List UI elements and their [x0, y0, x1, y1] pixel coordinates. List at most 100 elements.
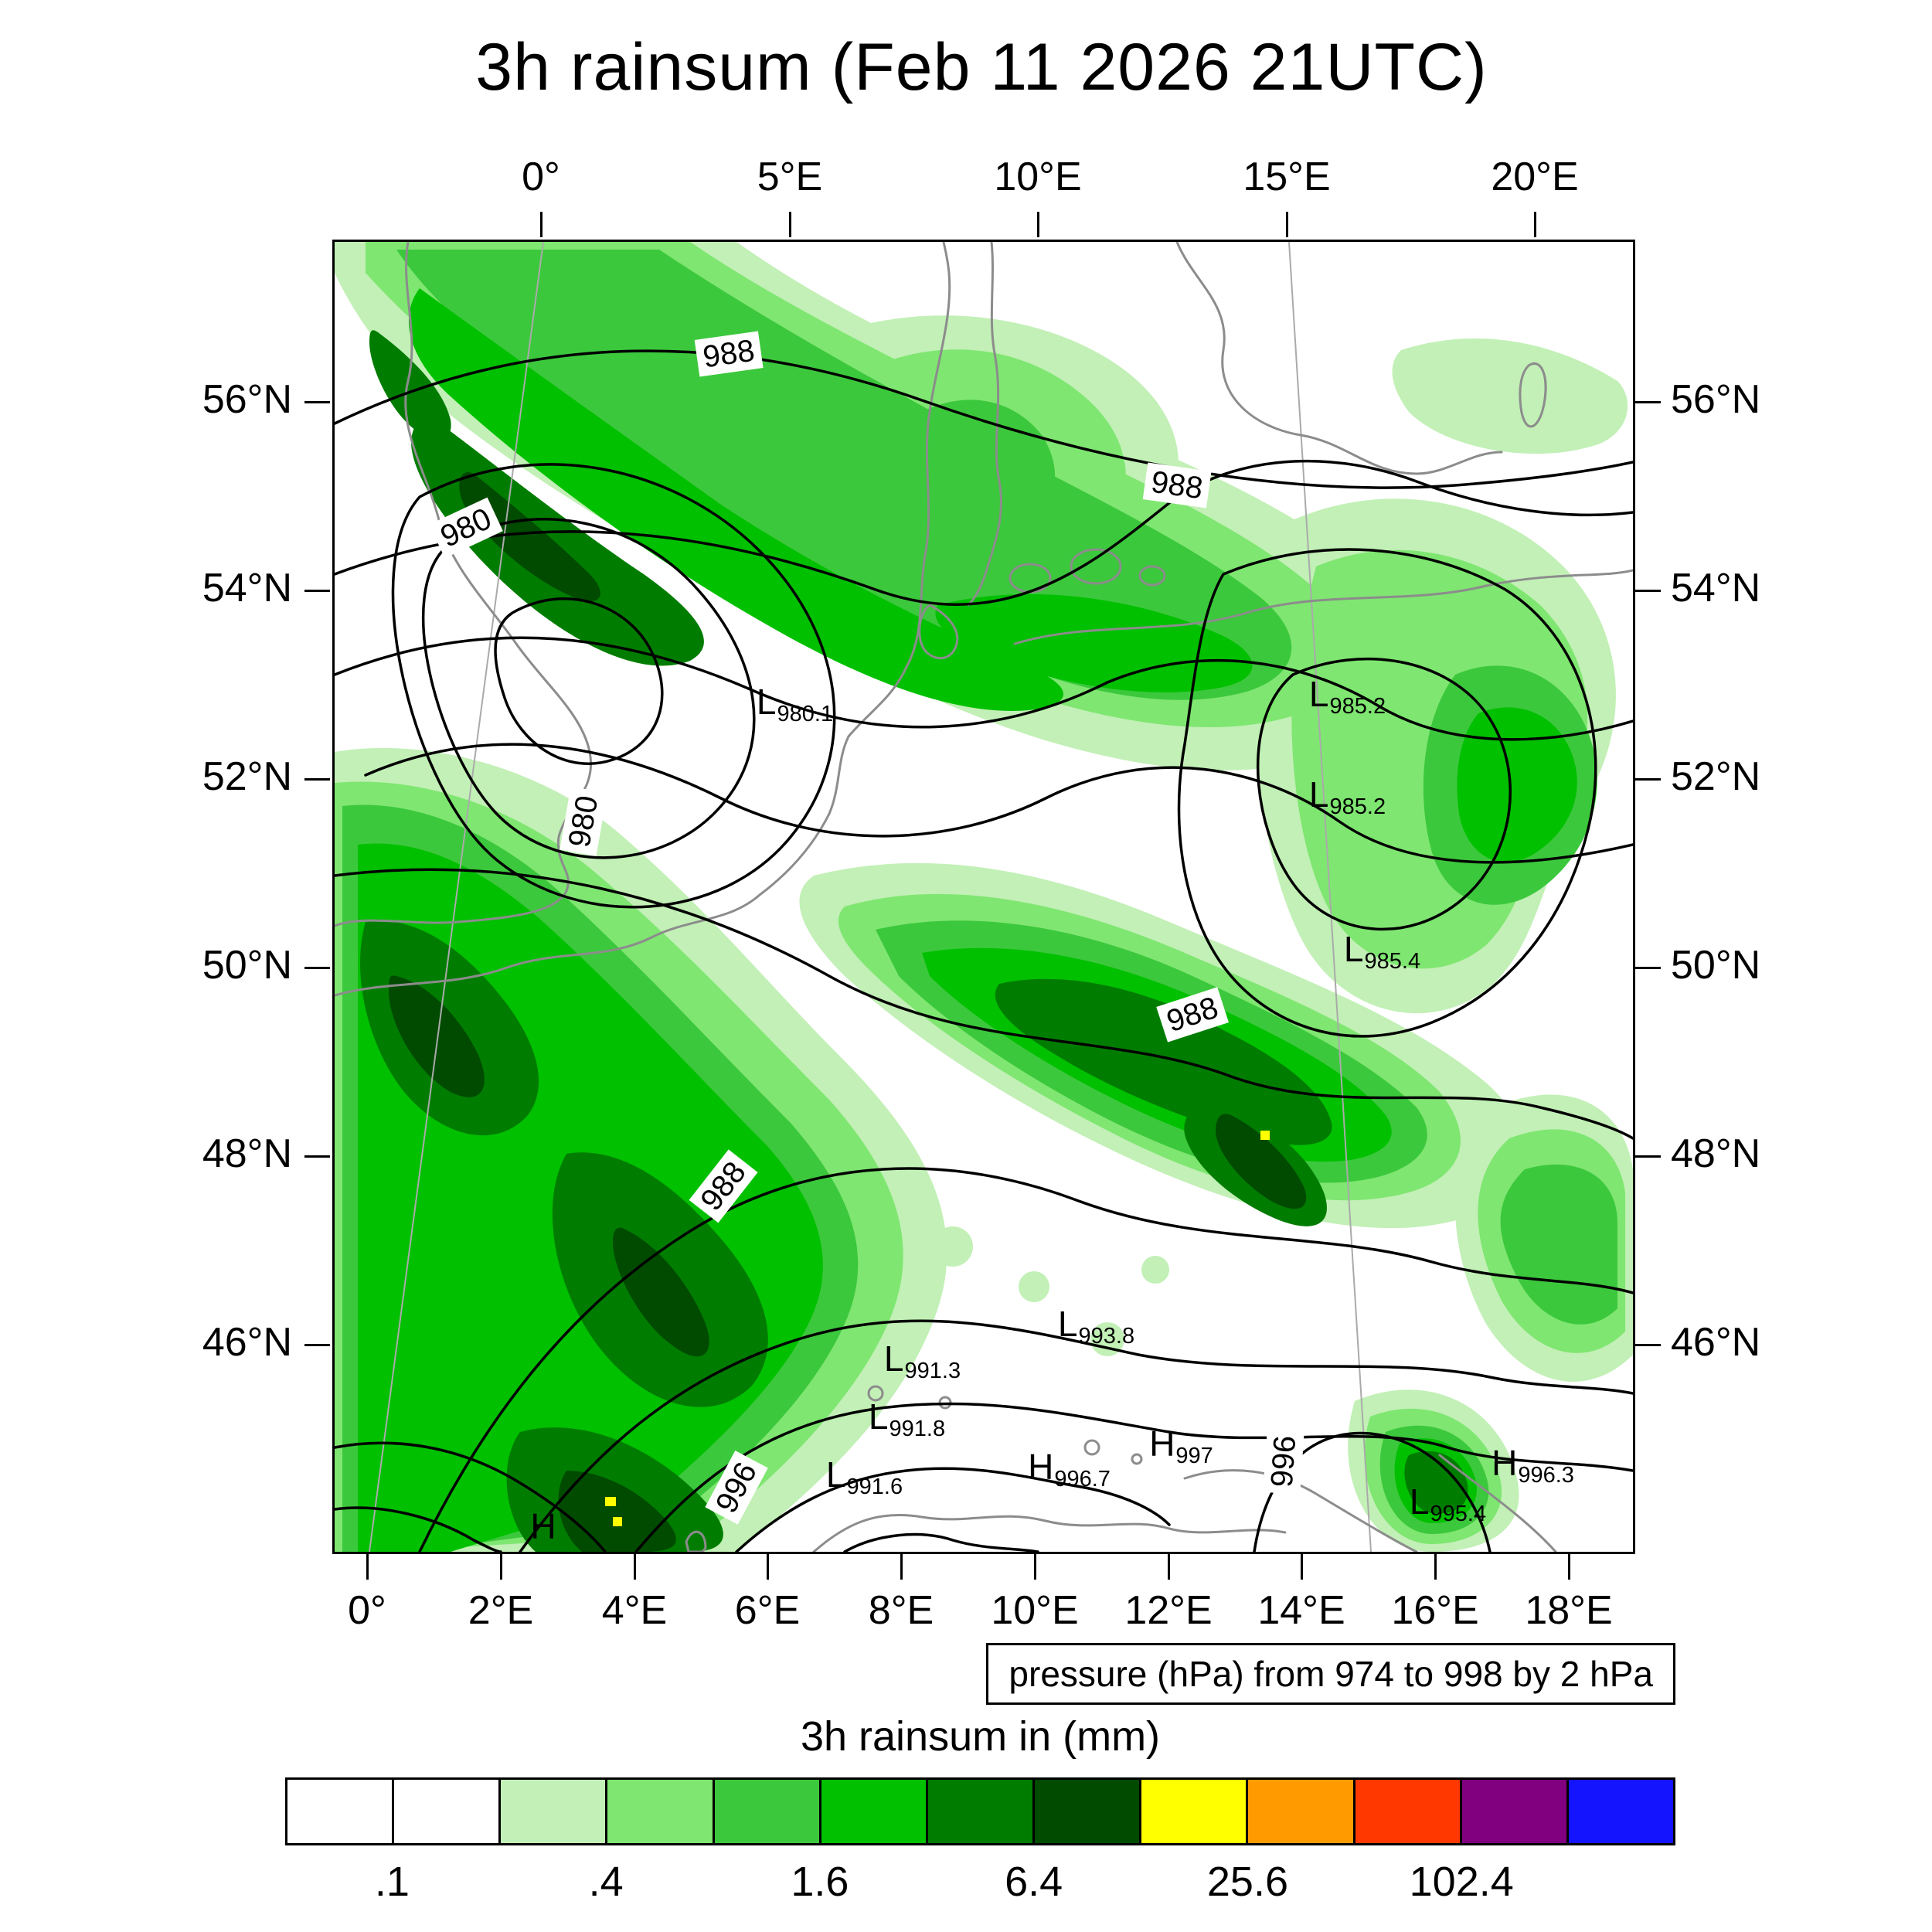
axis-tick-right [1635, 589, 1661, 592]
colorbar [285, 1777, 1676, 1845]
pressure-letter: L [883, 1338, 904, 1379]
pressure-center: L995.4 [1409, 1481, 1486, 1526]
axis-label-bottom: 8°E [868, 1588, 934, 1633]
axis-tick-left [304, 777, 330, 781]
axis-tick-top [1533, 212, 1536, 237]
colorbar-box [605, 1777, 715, 1845]
rain-fill-yellow [605, 1131, 1270, 1526]
colorbar-box [818, 1777, 928, 1845]
pressure-center: H997 [1149, 1423, 1213, 1468]
pressure-letter: L [1409, 1481, 1430, 1522]
colorbar-tick-label: .4 [588, 1859, 624, 1905]
pressure-value: 996.3 [1518, 1463, 1574, 1488]
pressure-center: L985.2 [1308, 774, 1386, 819]
axis-tick-bottom [1167, 1554, 1170, 1580]
axis-label-bottom: 16°E [1391, 1588, 1479, 1633]
axis-tick-bottom [766, 1554, 769, 1580]
axis-label-left: 52°N [202, 754, 292, 799]
colorbar-box [1459, 1777, 1569, 1845]
contour-label: 988 [689, 1149, 758, 1223]
pressure-center: H996.3 [1492, 1442, 1574, 1488]
pressure-value: 985.2 [1329, 794, 1386, 819]
pressure-value: 985.2 [1329, 694, 1386, 719]
contour-label: 988 [1142, 462, 1212, 509]
pressure-value: 996.7 [1054, 1467, 1111, 1492]
colorbar-box [1352, 1777, 1462, 1845]
axis-label-left: 56°N [202, 377, 292, 422]
colorbar-box [925, 1777, 1036, 1845]
axis-tick-right [1635, 400, 1661, 403]
axis-label-bottom: 6°E [734, 1588, 801, 1633]
pressure-center: L991.8 [868, 1396, 945, 1441]
chart-title: 3h rainsum (Feb 11 2026 21UTC) [475, 30, 1488, 104]
axis-label-bottom: 0° [348, 1588, 386, 1633]
pressure-center: L985.2 [1308, 673, 1386, 719]
axis-tick-top [1285, 212, 1288, 237]
pressure-letter: H [530, 1506, 556, 1546]
axis-label-right: 46°N [1671, 1320, 1761, 1365]
pressure-letter: H [1492, 1443, 1518, 1483]
pressure-value: 997 [1175, 1444, 1213, 1468]
axis-label-left: 46°N [202, 1320, 292, 1365]
axis-tick-bottom [1567, 1554, 1570, 1580]
pressure-value: 985.4 [1364, 949, 1421, 974]
axis-label-left: 48°N [202, 1131, 292, 1176]
axis-tick-bottom [499, 1554, 502, 1580]
axis-label-right: 54°N [1671, 566, 1761, 611]
axis-tick-left [304, 400, 330, 403]
axis-tick-top [1036, 212, 1039, 237]
pressure-center: L980.1 [757, 681, 834, 726]
pressure-letter: L [868, 1396, 889, 1437]
axis-label-left: 50°N [202, 943, 292, 988]
axis-tick-bottom [900, 1554, 903, 1580]
pressure-letter: L [1308, 674, 1329, 714]
contour-label: 996 [1263, 1428, 1304, 1495]
axis-tick-left [304, 966, 330, 969]
colorbar-box [285, 1777, 395, 1845]
axis-label-top: 15°E [1243, 155, 1331, 199]
axis-tick-bottom [366, 1554, 369, 1580]
axis-label-bottom: 12°E [1124, 1588, 1213, 1633]
axis-tick-bottom [1434, 1554, 1437, 1580]
contour-label: 980 [560, 787, 607, 856]
colorbar-box [1246, 1777, 1355, 1845]
colorbar-tick-label: .1 [374, 1859, 410, 1905]
axis-tick-right [1635, 966, 1661, 969]
pressure-letter: L [1343, 929, 1364, 969]
pressure-value: 991.8 [889, 1417, 946, 1441]
axis-tick-bottom [633, 1554, 636, 1580]
colorbar-box [498, 1777, 608, 1845]
contour-label: 988 [1156, 987, 1229, 1043]
pressure-center: L991.3 [883, 1338, 961, 1383]
axis-tick-bottom [1300, 1554, 1303, 1580]
map-annotation-layer: 988 988 980 980 988 988 996 996 L980.1 L985.2 L985… [335, 242, 1633, 1552]
colorbar-tick-label: 1.6 [791, 1859, 849, 1905]
axis-tick-top [788, 212, 791, 237]
axis-label-top: 5°E [757, 155, 823, 199]
axis-label-bottom: 14°E [1257, 1588, 1345, 1633]
contour-label: 980 [429, 497, 503, 559]
axis-label-right: 48°N [1671, 1131, 1761, 1176]
axis-tick-left [304, 1343, 330, 1346]
pressure-value: 980.1 [777, 702, 834, 726]
pressure-value: 991.6 [846, 1475, 903, 1499]
colorbar-box [392, 1777, 502, 1845]
colorbar-tick-label: 6.4 [1005, 1859, 1063, 1905]
colorbar-box [1566, 1777, 1676, 1845]
pressure-contour-layer [335, 349, 1633, 1552]
contour-label: 988 [694, 331, 764, 377]
pressure-center: L991.6 [826, 1454, 903, 1499]
axis-tick-right [1635, 777, 1661, 781]
pressure-center: H [530, 1505, 556, 1547]
axis-tick-bottom [1033, 1554, 1036, 1580]
axis-label-bottom: 18°E [1525, 1588, 1613, 1633]
pressure-value: 995.4 [1430, 1502, 1487, 1526]
pressure-letter: L [1308, 774, 1329, 815]
pressure-center: H996.7 [1028, 1446, 1111, 1492]
pressure-letter: L [1057, 1304, 1078, 1344]
axis-label-right: 50°N [1671, 943, 1761, 988]
colorbar-tick-label: 25.6 [1206, 1859, 1289, 1905]
axis-label-bottom: 10°E [991, 1588, 1079, 1633]
